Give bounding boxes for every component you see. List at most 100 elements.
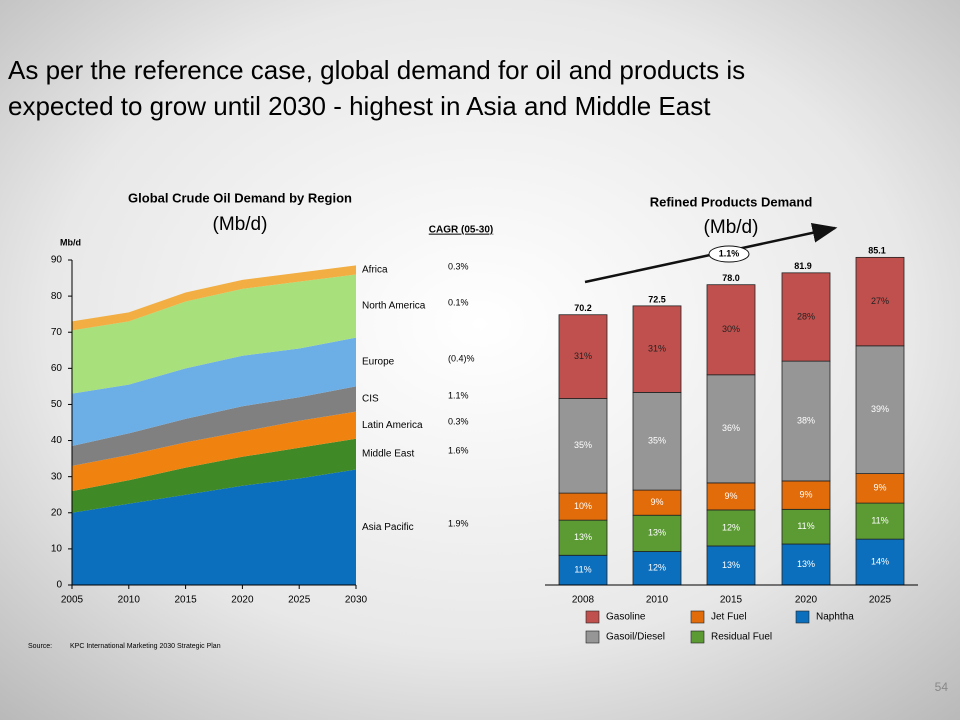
value-label: 13% [574, 532, 592, 542]
cagr-value: 0.3% [448, 261, 469, 271]
bar-segment [781, 543, 831, 586]
y-tick-label: 0 [56, 580, 62, 591]
chart-subtitle: (Mb/d) [704, 217, 759, 238]
cagr-value: 0.1% [448, 297, 469, 307]
legend-swatch [690, 630, 705, 644]
value-label: 31% [574, 351, 592, 361]
bar-segment [632, 305, 682, 393]
series-label: Africa [362, 265, 388, 276]
cagr-value: 1.1% [448, 390, 469, 400]
y-tick-label: 10 [51, 544, 63, 555]
series-label: Middle East [362, 449, 414, 460]
bar-segment [855, 345, 905, 475]
area [72, 411, 356, 492]
legend-swatch [690, 610, 705, 624]
area [72, 265, 356, 331]
value-label: 38% [797, 415, 815, 425]
bar-segment [855, 502, 905, 540]
annotation-bubble [708, 245, 750, 263]
total-label: 72.5 [648, 294, 666, 304]
y-tick-label: 60 [51, 363, 63, 374]
legend-swatch [585, 610, 600, 624]
source-label: Source: [28, 643, 52, 650]
x-tick-label: 2015 [720, 595, 743, 606]
value-label: 9% [650, 497, 663, 507]
value-label: 11% [871, 515, 888, 525]
bar-segment [558, 519, 608, 556]
x-tick-label: 2020 [231, 595, 254, 606]
bar-segment [781, 508, 831, 545]
total-label: 70.2 [574, 303, 592, 313]
bar-segment [632, 514, 682, 552]
bar-segment [855, 473, 905, 504]
value-label: 12% [648, 563, 666, 573]
series-label: CIS [362, 394, 379, 405]
value-label: 12% [722, 522, 740, 532]
cagr-value: 0.3% [448, 417, 469, 427]
x-tick-label: 2015 [174, 595, 197, 606]
bar-segment [706, 482, 756, 511]
cagr-value: 1.9% [448, 519, 469, 529]
value-label: 14% [871, 556, 889, 566]
value-label: 9% [873, 483, 886, 493]
series-label: Europe [362, 357, 395, 368]
legend-label: Residual Fuel [711, 632, 772, 643]
bar-segment [706, 374, 756, 484]
bar-segment [632, 489, 682, 516]
value-label: 30% [722, 324, 740, 334]
value-label: 39% [871, 404, 889, 414]
value-label: 13% [797, 559, 815, 569]
legend-label: Naphtha [816, 612, 854, 623]
page-number: 54 [935, 680, 949, 694]
value-label: 10% [574, 501, 592, 511]
value-label: 11% [797, 521, 814, 531]
bar-segment [558, 398, 608, 494]
x-tick-label: 2030 [345, 595, 368, 606]
cagr-value: 1.6% [448, 445, 469, 455]
legend-swatch [585, 630, 600, 644]
x-tick-label: 2010 [646, 595, 669, 606]
y-tick-label: 70 [51, 327, 63, 338]
chart-subtitle: (Mb/d) [213, 214, 268, 235]
value-label: 35% [648, 436, 666, 446]
value-label: 28% [797, 311, 815, 321]
total-label: 78.0 [722, 273, 740, 283]
bar-segment [781, 272, 831, 362]
bar-segment [781, 360, 831, 482]
value-label: 13% [648, 528, 666, 538]
x-tick-label: 2010 [118, 595, 141, 606]
x-tick-label: 2025 [869, 595, 892, 606]
bar-segment [632, 392, 682, 491]
cagr-value: (0.4)% [448, 353, 475, 363]
value-label: 13% [722, 560, 740, 570]
series-label: North America [362, 301, 426, 312]
y-tick-label: 50 [51, 399, 63, 410]
total-label: 81.9 [794, 261, 812, 271]
bar-segment [855, 256, 905, 347]
total-label: 85.1 [868, 246, 886, 256]
value-label: 11% [574, 565, 591, 575]
value-label: 27% [871, 296, 889, 306]
value-label: 36% [722, 423, 740, 433]
bar-segment [558, 314, 608, 399]
annotation: 1.1% [719, 248, 740, 258]
area [72, 274, 356, 394]
y-tick-label: 80 [51, 291, 63, 302]
area [72, 386, 356, 466]
legend-label: Jet Fuel [711, 612, 747, 623]
bar-segment [558, 554, 608, 586]
legend-swatch [795, 610, 810, 624]
x-tick-label: 2025 [288, 595, 311, 606]
value-label: 9% [724, 491, 737, 501]
area [72, 337, 356, 446]
y-tick-label: 20 [51, 507, 63, 518]
x-tick-label: 2005 [61, 595, 84, 606]
legend-label: Gasoline [606, 612, 646, 623]
x-tick-label: 2008 [572, 595, 595, 606]
cagr-title: CAGR (05-30) [429, 225, 493, 236]
source: KPC International Marketing 2030 Strateg… [70, 643, 221, 650]
area [72, 438, 356, 513]
bar-segment [706, 545, 756, 586]
y-tick-label: 40 [51, 435, 63, 446]
